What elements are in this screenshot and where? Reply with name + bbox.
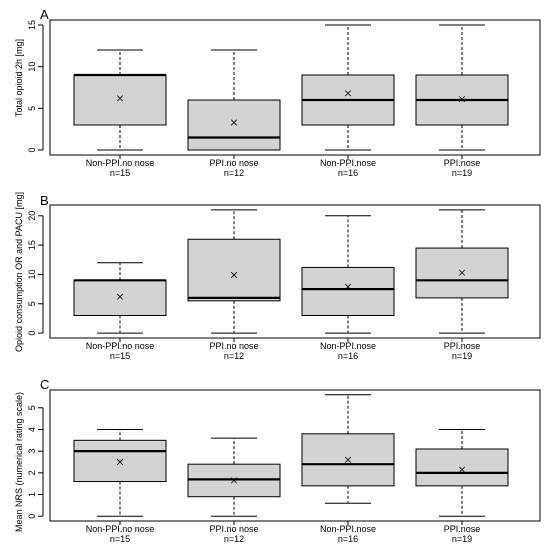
panel-a-n-label: n=15 xyxy=(110,168,130,178)
panel-b-y-tick-label: 15 xyxy=(27,240,37,250)
panel-a-y-tick-label: 0 xyxy=(27,147,37,152)
panel-c-y-tick-label: 4 xyxy=(27,427,37,432)
panel-a-y-axis-label: Total opioid 2h [mg] xyxy=(14,39,24,117)
panel-c-n-label: n=19 xyxy=(452,534,472,544)
panel-b-mean-marker xyxy=(116,293,124,300)
panel-a-x-tick-label: Non-PPI.no nose xyxy=(86,158,155,168)
panel-a-y-tick-label: 5 xyxy=(27,106,37,111)
panel-c-mean-marker xyxy=(458,466,466,473)
panel-c-x-tick-label: Non-PPI.nose xyxy=(320,524,376,534)
panel-b-plot-frame xyxy=(49,204,541,339)
panel-c-n-label: n=15 xyxy=(110,534,130,544)
panel-a-n-label: n=16 xyxy=(338,168,358,178)
panel-a-letter: A xyxy=(40,7,49,22)
panel-c-y-tick-label: 0 xyxy=(27,514,37,519)
panel-b-y-tick-label: 5 xyxy=(27,301,37,306)
panel-c-y-tick-label: 5 xyxy=(27,405,37,410)
panel-a-mean-marker xyxy=(230,119,238,126)
panel-c-y-tick-label: 1 xyxy=(27,492,37,497)
panel-c-y-tick-label: 2 xyxy=(27,470,37,475)
panel-c-y-axis-label: Mean NRS (numerical rating scale) xyxy=(14,392,24,532)
panel-b-n-label: n=16 xyxy=(338,351,358,361)
panel-a-x-tick-label: Non-PPI.nose xyxy=(320,158,376,168)
panel-c: C Mean NRS (numerical rating scale) 0 1 2 3… xyxy=(14,377,541,544)
panel-b-box xyxy=(187,238,281,302)
panel-a-x-tick-label: PPI.no nose xyxy=(209,158,258,168)
panel-c-mean-marker xyxy=(230,477,238,484)
panel-a: A Total opioid 2h [mg] 0 5 10 15 Non-PPI.no … xyxy=(14,7,541,178)
panel-c-mean-marker xyxy=(116,458,124,466)
panel-c-letter: C xyxy=(40,377,49,392)
panel-a-box xyxy=(73,74,167,126)
panel-a-y-tick-label: 10 xyxy=(27,62,37,72)
panel-b-box xyxy=(73,279,167,316)
panel-b-n-label: n=15 xyxy=(110,351,130,361)
panel-a-mean-marker xyxy=(344,90,352,97)
panel-c-n-label: n=12 xyxy=(224,534,244,544)
panel-a-box xyxy=(187,99,281,151)
panel-b-n-label: n=19 xyxy=(452,351,472,361)
panel-b-x-tick-label: PPI.no nose xyxy=(209,341,258,351)
panel-b-y-tick-label: 10 xyxy=(27,269,37,279)
panel-a-y-tick-label: 15 xyxy=(27,20,37,30)
panel-b-x-tick-label: Non-PPI.no nose xyxy=(86,341,155,351)
panel-b: B Opioid consumption OR and PACU [mg] 0 5… xyxy=(14,192,541,361)
panel-c-y-tick-label: 3 xyxy=(27,449,37,454)
panel-b-y-tick-label: 0 xyxy=(27,331,37,336)
panel-b-x-tick-label: Non-PPI.nose xyxy=(320,341,376,351)
panel-a-n-label: n=19 xyxy=(452,168,472,178)
panel-c-box xyxy=(415,448,509,487)
panel-c-x-tick-label: Non-PPI.no nose xyxy=(86,524,155,534)
panel-c-plot-frame xyxy=(49,389,541,522)
panel-a-mean-marker xyxy=(458,96,466,103)
panel-c-mean-marker xyxy=(344,456,352,463)
panel-b-y-tick-label: 20 xyxy=(27,211,37,221)
panel-b-mean-marker xyxy=(230,271,238,279)
panel-b-letter: B xyxy=(40,193,49,208)
panel-b-n-label: n=12 xyxy=(224,351,244,361)
panel-c-n-label: n=16 xyxy=(338,534,358,544)
panel-c-box xyxy=(73,439,167,483)
panel-b-x-tick-label: PPI.nose xyxy=(444,341,481,351)
panel-a-x-tick-label: PPI.nose xyxy=(444,158,481,168)
panel-c-x-tick-label: PPI.nose xyxy=(444,524,481,534)
panel-b-box xyxy=(301,266,395,316)
panel-a-mean-marker xyxy=(116,95,124,102)
panel-a-n-label: n=12 xyxy=(224,168,244,178)
panel-a-plot-frame xyxy=(49,19,541,156)
panel-b-mean-marker xyxy=(344,283,352,290)
panel-c-x-tick-label: PPI.no nose xyxy=(209,524,258,534)
panel-b-y-axis-label: Opioid consumption OR and PACU [mg] xyxy=(14,192,24,352)
panel-b-mean-marker xyxy=(458,269,466,276)
